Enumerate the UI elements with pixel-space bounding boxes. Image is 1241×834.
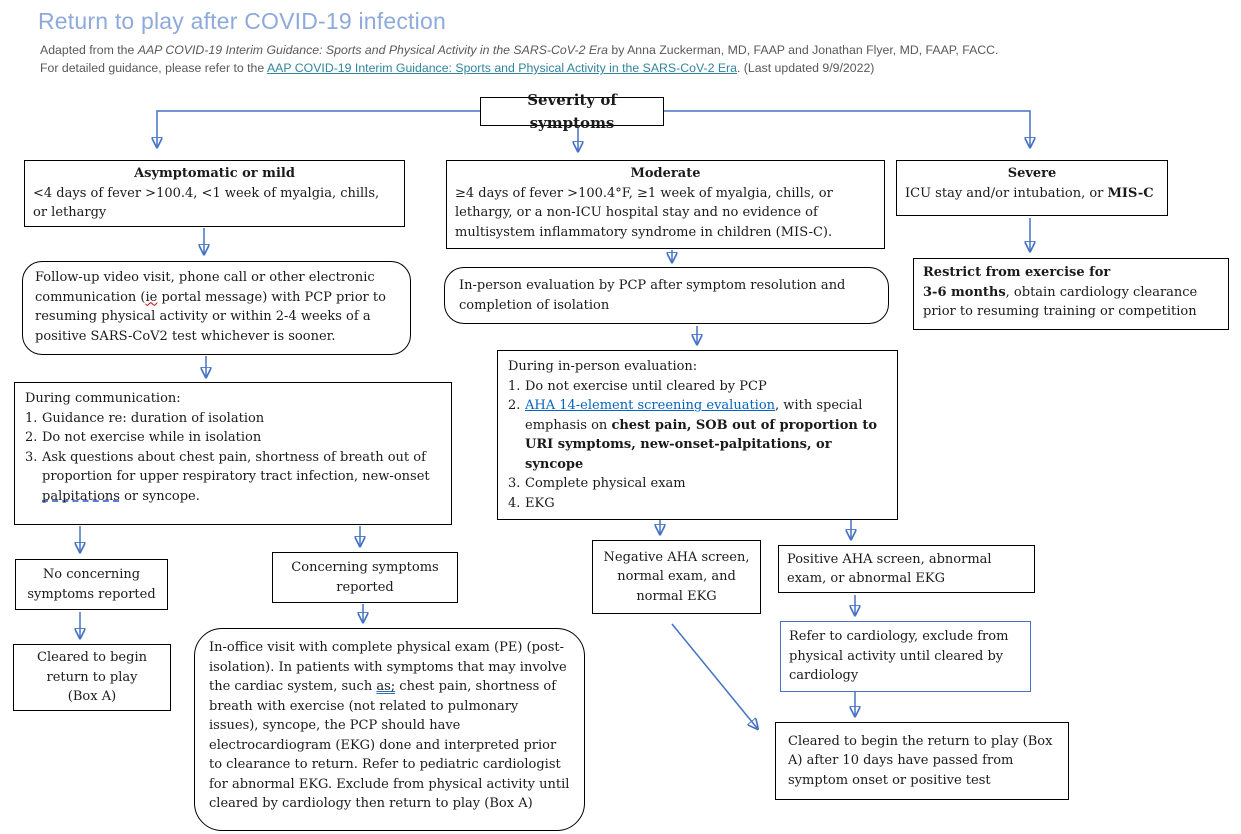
severe-body: ICU stay and/or intubation, or MIS-C [905, 185, 1154, 201]
in-office-visit-body: In-office visit with complete physical e… [209, 640, 570, 811]
in-office-visit-box: In-office visit with complete physical e… [194, 628, 585, 831]
list-number: 3. [25, 449, 38, 465]
during-communication-item: 3. Ask questions about chest pain, short… [25, 448, 441, 507]
list-text: EKG [525, 495, 555, 511]
during-in-person-evaluation-item: 3. Complete physical exam [508, 474, 887, 494]
moderate-body: ≥4 days of fever >100.4°F, ≥1 week of my… [455, 185, 833, 240]
list-text: Complete physical exam [525, 476, 686, 491]
asymptomatic-box: Asymptomatic or mild <4 days of fever >1… [24, 160, 405, 227]
subtitle-line-1: Adapted from the AAP COVID-19 Interim Gu… [40, 43, 999, 57]
concerning-symptoms-box: Concerning symptoms reported [272, 552, 458, 603]
list-number: 3. [508, 476, 521, 491]
positive-aha-screen-body: Positive AHA screen, abnormal exam, or a… [787, 551, 992, 587]
list-number: 1. [508, 378, 521, 394]
severe-title: Severe [1007, 166, 1057, 181]
during-communication-box: During communication: 1. Guidance re: du… [14, 382, 452, 525]
list-number: 2. [25, 430, 38, 445]
severity-label: Severity of symptoms [527, 91, 617, 132]
concerning-symptoms-body: Concerning symptoms reported [291, 560, 439, 595]
severity-box: Severity of symptoms [480, 91, 664, 132]
no-concerning-symptoms-box: No concerning symptoms reported [15, 559, 168, 610]
during-in-person-evaluation-box: During in-person evaluation: 1. Do not e… [497, 350, 898, 520]
cleared-after-10-days-body: Cleared to begin the return to play (Box… [788, 733, 1053, 788]
aha-screening-link[interactable]: AHA 14-element screening evaluation, wit… [525, 398, 878, 472]
followup-communication-box: Follow-up video visit, phone call or oth… [22, 261, 411, 355]
refer-to-cardiology-body: Refer to cardiology, exclude from physic… [789, 629, 1009, 683]
restrict-from-exercise-box: Restrict from exercise for 3-6 months, ob… [913, 258, 1229, 330]
restrict-from-exercise-body: Restrict from exercise for 3-6 months, ob… [923, 265, 1198, 319]
during-in-person-evaluation-item[interactable]: 2. AHA 14-element screening evaluation, … [508, 396, 887, 474]
subtitle-line-2[interactable]: For detailed guidance, please refer to t… [40, 61, 875, 75]
list-text: Do not exercise while in isolation [42, 430, 262, 445]
arrow-negative-aha-to-cleared-10days [671, 623, 757, 728]
negative-aha-screen-body: Negative AHA screen, normal exam, and norm… [603, 549, 750, 604]
positive-aha-screen-box: Positive AHA screen, abnormal exam, or a… [778, 545, 1035, 593]
asymptomatic-body: <4 days of fever >100.4, <1 week of myal… [33, 185, 380, 221]
no-concerning-symptoms-body: No concerning symptoms reported [27, 567, 156, 602]
arrow-severity-to-severe [664, 110, 1030, 146]
list-text: Guidance re: duration of isolation [42, 410, 265, 426]
list-text: Do not exercise until cleared by PCP [525, 378, 767, 394]
moderate-title: Moderate [630, 166, 701, 181]
in-person-evaluation-box: In-person evaluation by PCP after sympto… [444, 267, 889, 324]
moderate-box: Moderate ≥4 days of fever >100.4°F, ≥1 w… [446, 160, 885, 249]
during-in-person-evaluation-item: 1. Do not exercise until cleared by PCP [508, 377, 887, 397]
severe-box: Severe ICU stay and/or intubation, or MI… [896, 160, 1168, 216]
list-number: 4. [508, 495, 521, 511]
refer-to-cardiology-box: Refer to cardiology, exclude from physic… [780, 621, 1031, 692]
during-in-person-evaluation-item: 4. EKG [508, 494, 887, 514]
during-communication-item: 1. Guidance re: duration of isolation [25, 409, 441, 429]
negative-aha-screen-box: Negative AHA screen, normal exam, and norm… [592, 540, 761, 614]
followup-communication-body: Follow-up video visit, phone call or oth… [35, 270, 386, 344]
cleared-box-a-box: Cleared to begin return to play (Box A) [13, 644, 171, 711]
list-number: 2. [508, 398, 521, 413]
list-number: 1. [25, 410, 38, 426]
during-communication-item: 2. Do not exercise while in isolation [25, 428, 441, 448]
cleared-after-10-days-box: Cleared to begin the return to play (Box… [775, 722, 1069, 800]
page-title: Return to play after COVID-19 infection [38, 8, 446, 34]
cleared-box-a-body: Cleared to begin return to play (Box A) [37, 650, 147, 704]
asymptomatic-title: Asymptomatic or mild [134, 166, 295, 181]
arrow-severity-to-asymptomatic [157, 110, 480, 146]
during-communication-heading: During communication: [25, 391, 181, 406]
during-in-person-evaluation-heading: During in-person evaluation: [508, 359, 698, 374]
in-person-evaluation-body: In-person evaluation by PCP after sympto… [459, 278, 846, 313]
list-text: Ask questions about chest pain, shortnes… [42, 449, 430, 504]
